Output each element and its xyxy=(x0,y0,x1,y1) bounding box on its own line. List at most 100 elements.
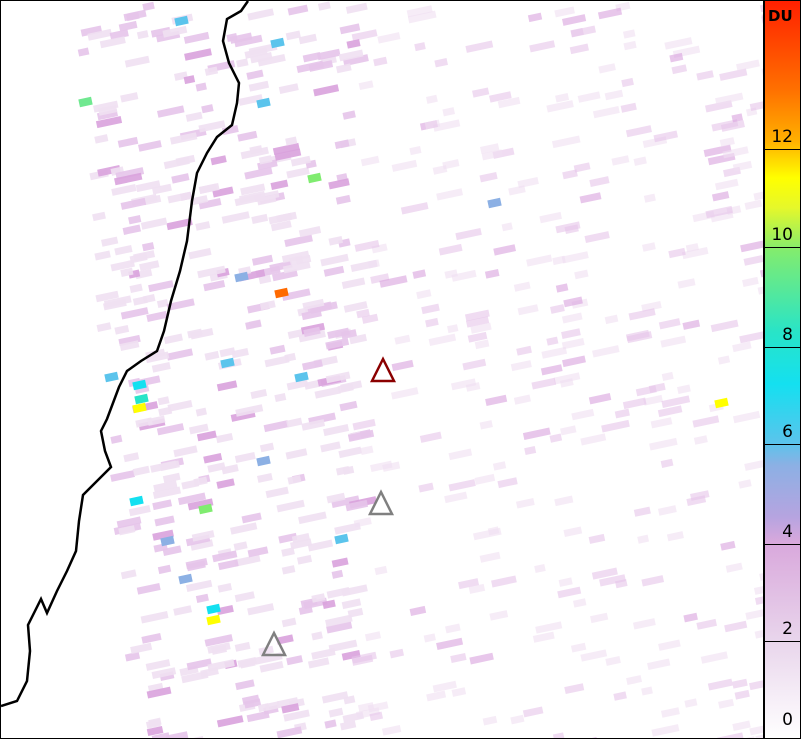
so2-pixel xyxy=(334,522,361,534)
so2-pixel xyxy=(391,387,419,399)
so2-pixel xyxy=(719,68,747,81)
so2-pixel xyxy=(336,195,351,205)
so2-pixel xyxy=(546,337,558,346)
so2-pixel xyxy=(266,487,289,498)
so2-pixel xyxy=(302,359,323,370)
so2-pixel xyxy=(78,48,90,57)
so2-pixel xyxy=(339,401,357,411)
so2-pixel xyxy=(658,505,677,516)
so2-pixel xyxy=(518,304,539,315)
so2-pixel xyxy=(311,631,323,640)
so2-pixel xyxy=(684,698,697,707)
so2-pixel xyxy=(374,566,387,575)
so2-pixel xyxy=(535,621,562,633)
so2-pixel xyxy=(592,345,620,357)
so2-pixel xyxy=(753,188,763,200)
so2-pixel xyxy=(615,409,630,419)
so2-pixel xyxy=(708,679,733,691)
so2-pixel xyxy=(138,140,162,152)
so2-pixel xyxy=(571,409,594,420)
so2-pixel xyxy=(550,304,565,314)
so2-pixel xyxy=(361,156,380,167)
so2-pixel xyxy=(141,218,167,230)
so2-pixel xyxy=(307,173,321,184)
so2-pixel xyxy=(128,215,141,224)
so2-pixel xyxy=(436,188,463,200)
so2-pixel xyxy=(573,598,586,607)
so2-pixel xyxy=(129,505,151,516)
so2-pixel xyxy=(589,176,609,187)
so2-pixel xyxy=(203,280,225,291)
so2-pixel xyxy=(732,341,751,352)
so2-pixel xyxy=(365,631,381,641)
so2-pixel xyxy=(455,228,481,240)
so2-pixel xyxy=(335,139,350,149)
so2-pixel xyxy=(658,405,683,417)
map-canvas xyxy=(1,1,763,738)
so2-pixel xyxy=(682,320,700,330)
so2-pixel xyxy=(701,651,728,663)
so2-pixel xyxy=(360,446,373,455)
so2-pixel xyxy=(601,420,630,433)
so2-pixel xyxy=(377,32,400,43)
colorbar-tick xyxy=(765,544,800,545)
so2-pixel xyxy=(104,372,118,383)
so2-pixel xyxy=(483,716,498,726)
so2-pixel xyxy=(661,459,674,468)
so2-pixel xyxy=(132,403,146,414)
so2-pixel xyxy=(392,360,414,371)
so2-pixel xyxy=(247,711,270,722)
so2-pixel xyxy=(651,724,679,736)
so2-pixel xyxy=(252,255,273,266)
so2-pixel xyxy=(94,134,108,144)
so2-pixel xyxy=(143,294,156,303)
so2-pixel xyxy=(449,479,476,491)
so2-pixel xyxy=(677,384,691,393)
so2-pixel xyxy=(249,81,269,92)
so2-pixel xyxy=(755,596,763,605)
so2-pixel xyxy=(485,269,500,279)
so2-pixel xyxy=(720,541,735,551)
so2-pixel xyxy=(659,318,681,329)
so2-pixel xyxy=(216,433,233,443)
so2-pixel xyxy=(340,23,361,34)
map-panel xyxy=(0,0,764,739)
so2-pixel xyxy=(694,435,708,445)
so2-pixel xyxy=(121,569,137,579)
so2-pixel xyxy=(284,234,313,247)
so2-pixel xyxy=(152,499,172,510)
so2-pixel xyxy=(234,541,248,551)
so2-pixel xyxy=(511,360,532,371)
so2-pixel xyxy=(755,627,763,638)
so2-pixel xyxy=(502,222,513,231)
so2-pixel xyxy=(246,70,263,80)
colorbar-tick-label: 12 xyxy=(771,129,793,146)
so2-pixel xyxy=(299,34,317,44)
so2-pixel xyxy=(560,425,576,435)
so2-pixel xyxy=(449,449,473,461)
so2-pixel xyxy=(644,194,656,203)
so2-pixel xyxy=(553,732,565,738)
so2-pixel xyxy=(286,448,308,459)
so2-pixel xyxy=(555,93,569,103)
so2-pixel xyxy=(320,254,349,267)
so2-pixel xyxy=(434,58,448,67)
so2-pixel xyxy=(382,725,401,736)
so2-pixel xyxy=(320,441,341,452)
so2-pixel xyxy=(188,248,211,259)
so2-pixel xyxy=(409,146,421,155)
so2-pixel xyxy=(276,212,297,223)
so2-pixel xyxy=(235,452,256,463)
so2-pixel xyxy=(260,443,274,453)
so2-pixel xyxy=(758,285,763,294)
so2-pixel xyxy=(760,265,763,277)
so2-pixel xyxy=(186,112,203,122)
so2-pixel xyxy=(726,563,743,573)
so2-pixel xyxy=(585,231,610,243)
so2-pixel xyxy=(92,212,106,221)
so2-pixel xyxy=(480,420,493,429)
so2-pixel xyxy=(373,57,387,67)
so2-pixel xyxy=(562,313,583,324)
so2-pixel xyxy=(636,385,657,396)
so2-pixel xyxy=(578,91,601,102)
